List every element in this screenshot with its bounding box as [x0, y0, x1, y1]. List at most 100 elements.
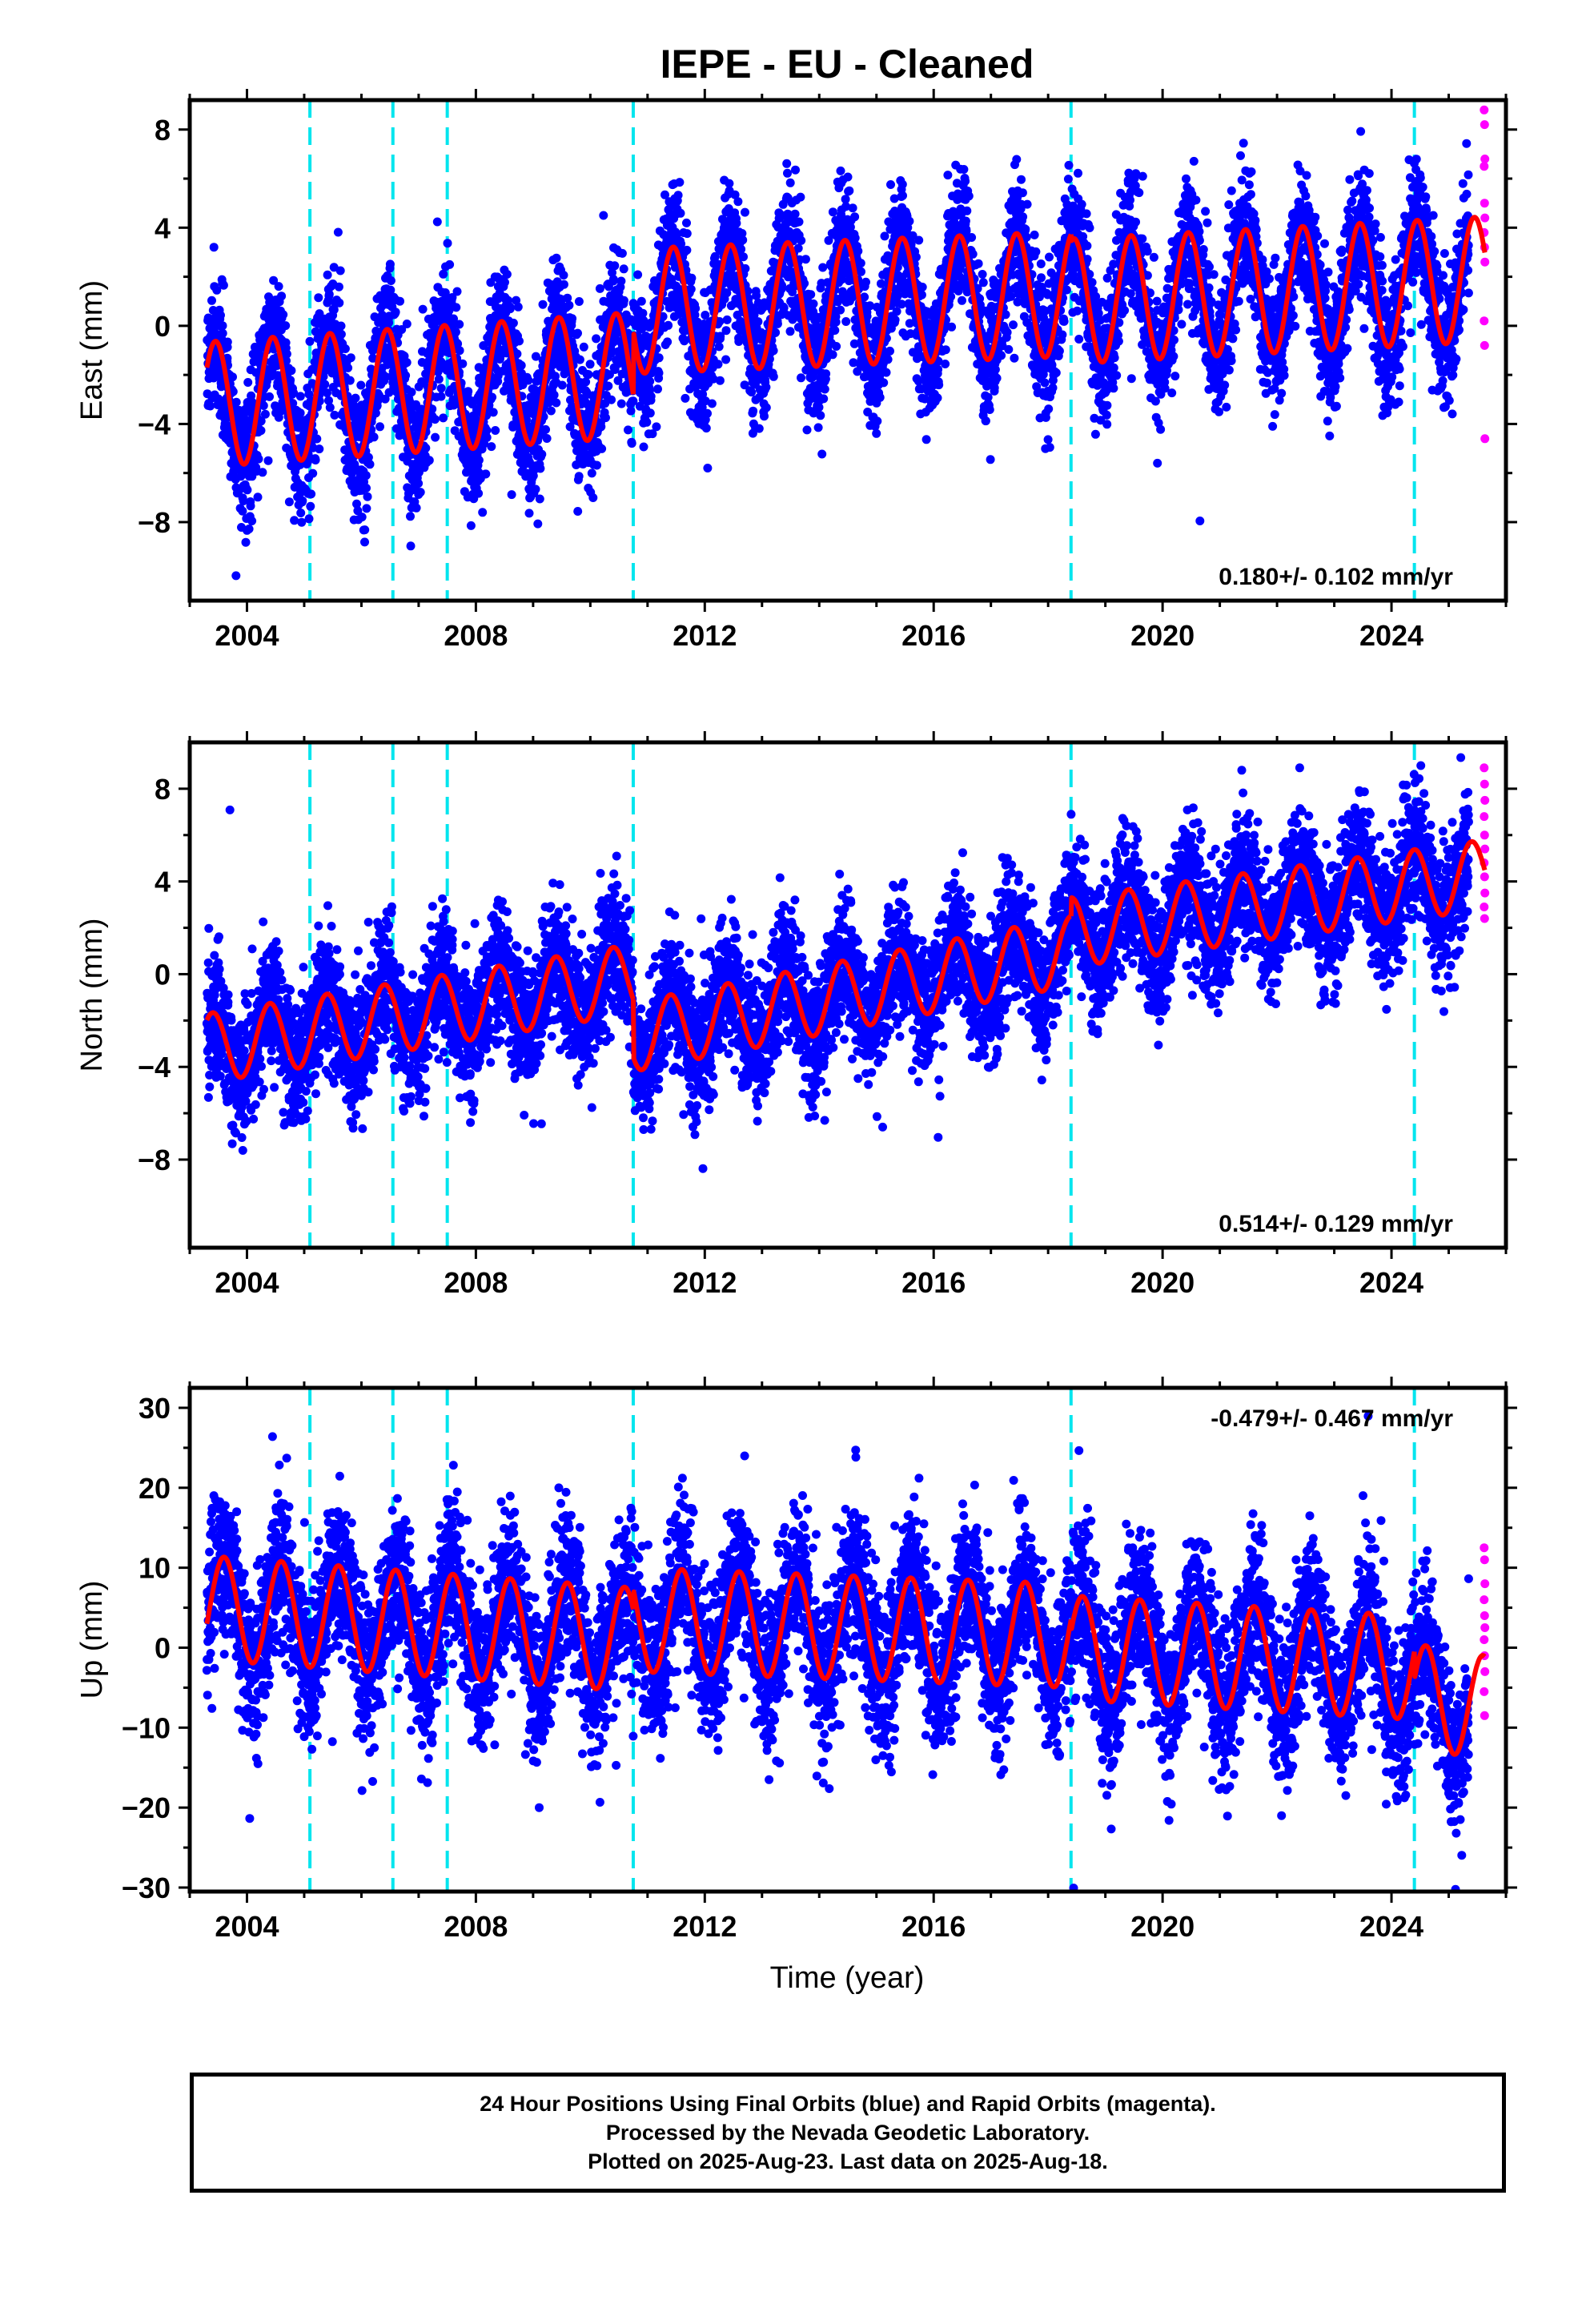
final-orbit-point — [375, 422, 384, 432]
final-orbit-point — [760, 412, 769, 421]
final-orbit-point — [850, 212, 860, 222]
final-orbit-point — [646, 392, 656, 401]
final-orbit-point — [841, 317, 851, 326]
final-orbit-point — [451, 328, 460, 337]
final-orbit-point — [533, 519, 543, 529]
final-orbit-point — [686, 284, 696, 294]
final-orbit-point — [324, 396, 333, 405]
final-orbit-point — [592, 460, 601, 470]
final-orbit-point — [488, 392, 497, 402]
final-orbit-point — [836, 305, 845, 315]
final-orbit-point — [959, 165, 969, 174]
final-orbit-point — [524, 376, 533, 385]
final-orbit-point — [961, 216, 970, 226]
final-orbit-point — [565, 422, 575, 432]
final-orbit-point — [817, 449, 827, 459]
final-orbit-point — [482, 432, 492, 442]
final-orbit-point — [455, 346, 464, 356]
final-orbit-point — [791, 165, 800, 175]
final-orbit-point — [228, 387, 238, 396]
final-orbit-point — [875, 392, 885, 402]
final-orbit-point — [246, 501, 255, 511]
final-orbit-point — [682, 245, 692, 255]
final-orbit-point — [502, 270, 512, 279]
final-orbit-point — [491, 426, 500, 435]
final-orbit-point — [645, 376, 655, 386]
final-orbit-point — [516, 360, 526, 370]
final-orbit-point — [574, 472, 584, 481]
final-orbit-point — [351, 393, 360, 403]
final-orbit-point — [587, 468, 596, 478]
final-orbit-point — [346, 353, 355, 363]
final-orbit-point — [307, 489, 316, 499]
final-orbit-point — [1004, 344, 1014, 354]
final-orbit-point — [546, 406, 556, 416]
final-orbit-point — [753, 317, 763, 327]
final-orbit-point — [676, 208, 685, 218]
final-orbit-point — [592, 334, 601, 344]
final-orbit-point — [749, 406, 758, 416]
final-orbit-point — [537, 449, 547, 459]
final-orbit-point — [741, 263, 750, 273]
final-orbit-point — [443, 239, 452, 248]
final-orbit-point — [431, 432, 440, 442]
final-orbit-point — [352, 499, 361, 509]
final-orbit-point — [466, 521, 476, 530]
final-orbit-point — [362, 484, 371, 493]
final-orbit-point — [360, 525, 370, 535]
final-orbit-point — [793, 243, 803, 253]
final-orbit-point — [782, 159, 792, 168]
final-orbit-point — [536, 464, 545, 473]
final-orbit-point — [595, 283, 604, 293]
final-orbit-point — [813, 423, 823, 432]
final-orbit-point — [675, 178, 685, 187]
final-orbit-point — [428, 404, 437, 414]
final-orbit-point — [297, 517, 307, 527]
final-orbit-point — [872, 428, 881, 438]
final-orbit-point — [436, 392, 446, 401]
final-orbit-point — [673, 191, 683, 200]
final-orbit-point — [845, 186, 854, 195]
final-orbit-point — [542, 434, 552, 443]
final-orbit-point — [289, 388, 299, 398]
final-orbit-point — [682, 229, 692, 239]
final-orbit-point — [681, 393, 690, 403]
final-orbit-point — [943, 171, 953, 180]
final-orbit-point — [353, 506, 363, 516]
final-orbit-point — [274, 282, 283, 292]
final-orbit-point — [418, 304, 428, 314]
final-orbit-point — [487, 442, 496, 452]
final-orbit-point — [218, 321, 227, 331]
final-orbit-point — [832, 342, 841, 351]
final-orbit-point — [335, 266, 345, 275]
final-orbit-point — [771, 328, 781, 337]
final-orbit-point — [961, 176, 970, 186]
final-orbit-point — [421, 444, 431, 452]
final-orbit-point — [549, 390, 559, 400]
final-orbit-point — [538, 300, 548, 309]
final-orbit-point — [320, 380, 330, 389]
final-orbit-point — [432, 217, 442, 227]
final-orbit-point — [481, 469, 491, 479]
final-orbit-point — [306, 501, 315, 511]
final-orbit-point — [610, 261, 620, 271]
final-orbit-point — [361, 471, 371, 480]
final-orbit-point — [239, 497, 248, 505]
final-orbit-point — [985, 405, 994, 414]
final-orbit-point — [636, 296, 646, 306]
final-orbit-point — [496, 353, 505, 363]
final-orbit-point — [407, 388, 416, 397]
final-orbit-point — [821, 369, 831, 379]
final-orbit-point — [639, 442, 648, 452]
final-orbit-point — [879, 378, 889, 388]
final-orbit-point — [434, 375, 444, 384]
final-orbit-point — [334, 282, 343, 292]
final-orbit-point — [385, 259, 395, 269]
final-orbit-point — [654, 353, 664, 363]
final-orbit-point — [754, 424, 764, 433]
final-orbit-point — [861, 277, 870, 287]
final-orbit-point — [604, 381, 613, 391]
final-orbit-point — [654, 368, 664, 378]
final-orbit-point — [843, 172, 853, 182]
final-orbit-point — [371, 408, 380, 418]
